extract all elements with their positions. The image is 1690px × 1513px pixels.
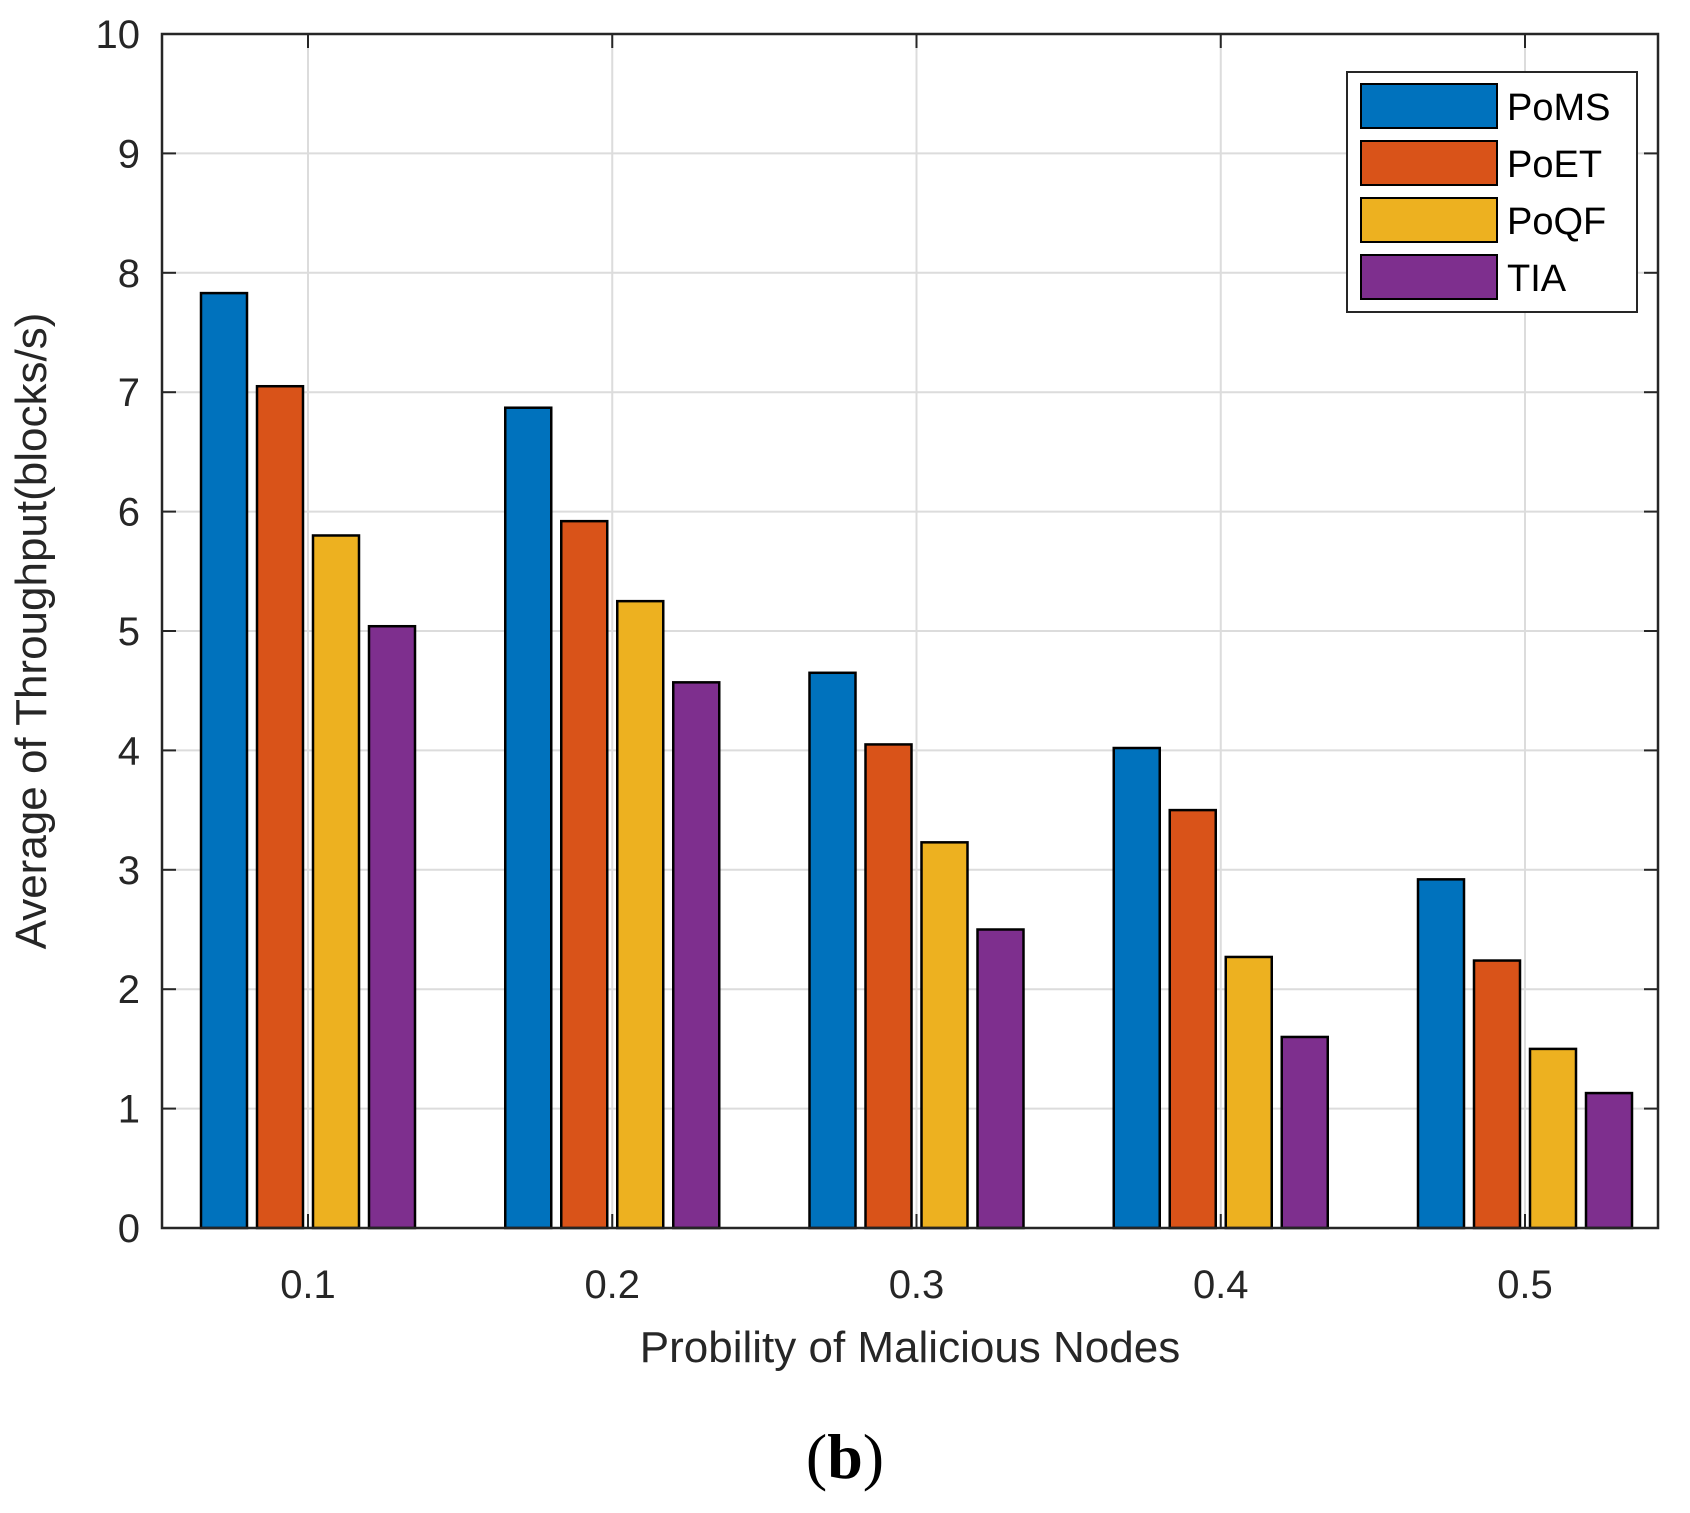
bar-poms-0-3 xyxy=(808,671,857,1230)
axis-ticks: 0 1 2 3 4 5 6 7 8 9 10 0.1 0.2 0.3 0.4 0.5 xyxy=(96,13,1658,1307)
x-tick-label: 0.2 xyxy=(584,1263,640,1307)
bar-poet-0-4 xyxy=(1168,808,1217,1230)
bar-poms-0-4 xyxy=(1112,746,1161,1230)
x-tick-label: 0.3 xyxy=(889,1263,945,1307)
bar-tia-0-4 xyxy=(1280,1035,1329,1230)
bar-poet-0-1 xyxy=(255,384,305,1230)
y-tick-label: 8 xyxy=(118,252,140,296)
bar-poqf-0-3 xyxy=(920,841,969,1230)
bar-poqf-0-2 xyxy=(616,599,665,1230)
x-tick-label: 0.1 xyxy=(280,1263,336,1307)
legend-label-poms: PoMS xyxy=(1507,87,1610,129)
bar-poms-0-2 xyxy=(504,406,553,1230)
y-tick-label: 1 xyxy=(118,1088,140,1132)
bar-poet-0-2 xyxy=(560,519,609,1230)
bar-poms-0-1 xyxy=(199,291,249,1230)
bar-tia-0-1 xyxy=(367,624,417,1230)
y-tick-label: 0 xyxy=(118,1207,140,1251)
legend-swatch-poet xyxy=(1360,140,1498,186)
bar-poet-0-5 xyxy=(1472,959,1522,1230)
bar-tia-0-2 xyxy=(672,681,721,1230)
legend-swatch-tia xyxy=(1360,254,1498,300)
panel-label-open: ( xyxy=(805,1421,828,1492)
legend: PoMS PoET PoQF TIA xyxy=(1346,71,1638,313)
y-tick-label: 6 xyxy=(118,491,140,535)
bar-poqf-0-1 xyxy=(311,534,361,1230)
y-tick-label: 2 xyxy=(118,968,140,1012)
bar-poqf-0-5 xyxy=(1528,1047,1578,1230)
panel-label-letter: b xyxy=(827,1421,863,1492)
bars xyxy=(199,291,1634,1230)
y-tick-label: 10 xyxy=(96,13,141,57)
x-tick-label: 0.5 xyxy=(1497,1263,1553,1307)
y-tick-label: 3 xyxy=(118,849,140,893)
bar-tia-0-3 xyxy=(976,928,1025,1230)
y-tick-label: 5 xyxy=(118,610,140,654)
legend-swatch-poms xyxy=(1360,83,1498,129)
y-axis-title: Average of Throughput(blocks/s) xyxy=(7,313,56,950)
legend-label-poqf: PoQF xyxy=(1507,201,1606,243)
x-tick-label: 0.4 xyxy=(1193,1263,1249,1307)
legend-label-poet: PoET xyxy=(1507,144,1602,186)
panel-label-close: ) xyxy=(862,1421,885,1492)
y-tick-label: 7 xyxy=(118,371,140,415)
legend-swatch-poqf xyxy=(1360,197,1498,243)
bar-poqf-0-4 xyxy=(1224,955,1273,1230)
x-axis-title: Probility of Malicious Nodes xyxy=(640,1323,1180,1372)
y-tick-label: 4 xyxy=(118,729,140,773)
legend-label-tia: TIA xyxy=(1507,258,1567,300)
bar-tia-0-5 xyxy=(1584,1091,1634,1230)
bar-poet-0-3 xyxy=(864,743,913,1230)
bar-poms-0-5 xyxy=(1416,878,1466,1230)
panel-label: (b) xyxy=(0,1420,1690,1494)
y-tick-label: 9 xyxy=(118,132,140,176)
